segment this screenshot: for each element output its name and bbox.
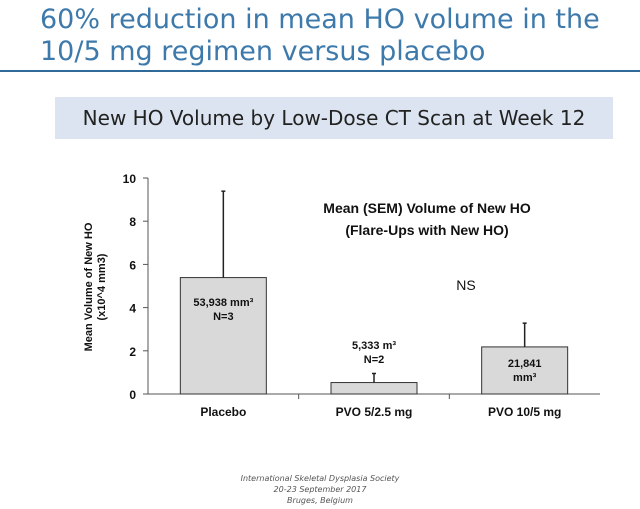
y-tick-label: 10 <box>123 172 137 186</box>
x-tick-label: PVO 10/5 mg <box>488 405 561 419</box>
footer-line-3: Bruges, Belgium <box>287 496 353 505</box>
bar-data-label: 21,841 <box>508 358 542 370</box>
bar-1 <box>179 277 267 395</box>
chart-error-bars <box>221 190 527 383</box>
bar-data-label: N=3 <box>213 311 234 323</box>
x-tick-label: PVO 5/2.5 mg <box>336 405 413 419</box>
footer-line-1: International Skeletal Dysplasia Society <box>240 474 400 483</box>
y-tick-label: 4 <box>129 302 136 316</box>
chart-bars <box>179 277 569 395</box>
subtitle-text: New HO Volume by Low-Dose CT Scan at Wee… <box>82 106 586 130</box>
bar-data-label: mm³ <box>513 372 537 384</box>
bar-3 <box>481 346 569 395</box>
y-tick-label: 6 <box>129 258 136 272</box>
y-axis-label-line-2: (x10^4 mm3) <box>96 253 108 320</box>
y-tick-label: 2 <box>129 345 136 359</box>
slide-title-line-2: 10/5 mg regimen versus placebo <box>40 36 486 67</box>
footer: International Skeletal Dysplasia Society… <box>0 473 640 506</box>
chart-title-line-2: (Flare-Ups with New HO) <box>345 222 508 238</box>
slide-title: 60% reduction in mean HO volume in the 1… <box>40 4 630 68</box>
title-divider <box>0 70 640 72</box>
y-tick-label: 8 <box>129 215 136 229</box>
y-tick-label: 0 <box>129 388 136 402</box>
slide-title-line-1: 60% reduction in mean HO volume in the <box>40 4 600 35</box>
bar-data-label: 53,938 mm³ <box>193 297 253 309</box>
ns-annotation: NS <box>456 277 475 293</box>
footer-line-2: 20-23 September 2017 <box>273 485 367 494</box>
y-axis-label-line-1: Mean Volume of New HO <box>83 222 95 351</box>
subtitle-banner: New HO Volume by Low-Dose CT Scan at Wee… <box>55 97 613 139</box>
bar-chart: 0 2 4 6 8 10 Placebo PVO 5/2.5 mg PVO 10/5 mg 53… <box>83 172 600 419</box>
chart-title-line-1: Mean (SEM) Volume of New HO <box>323 200 531 216</box>
bar-data-label: 5,333 m³ <box>352 340 396 352</box>
chart-labels: Placebo PVO 5/2.5 mg PVO 10/5 mg 53,938 mm³… <box>193 297 561 419</box>
x-tick-label: Placebo <box>200 405 246 419</box>
bar-data-label: N=2 <box>364 354 385 366</box>
bar-2 <box>330 382 418 395</box>
